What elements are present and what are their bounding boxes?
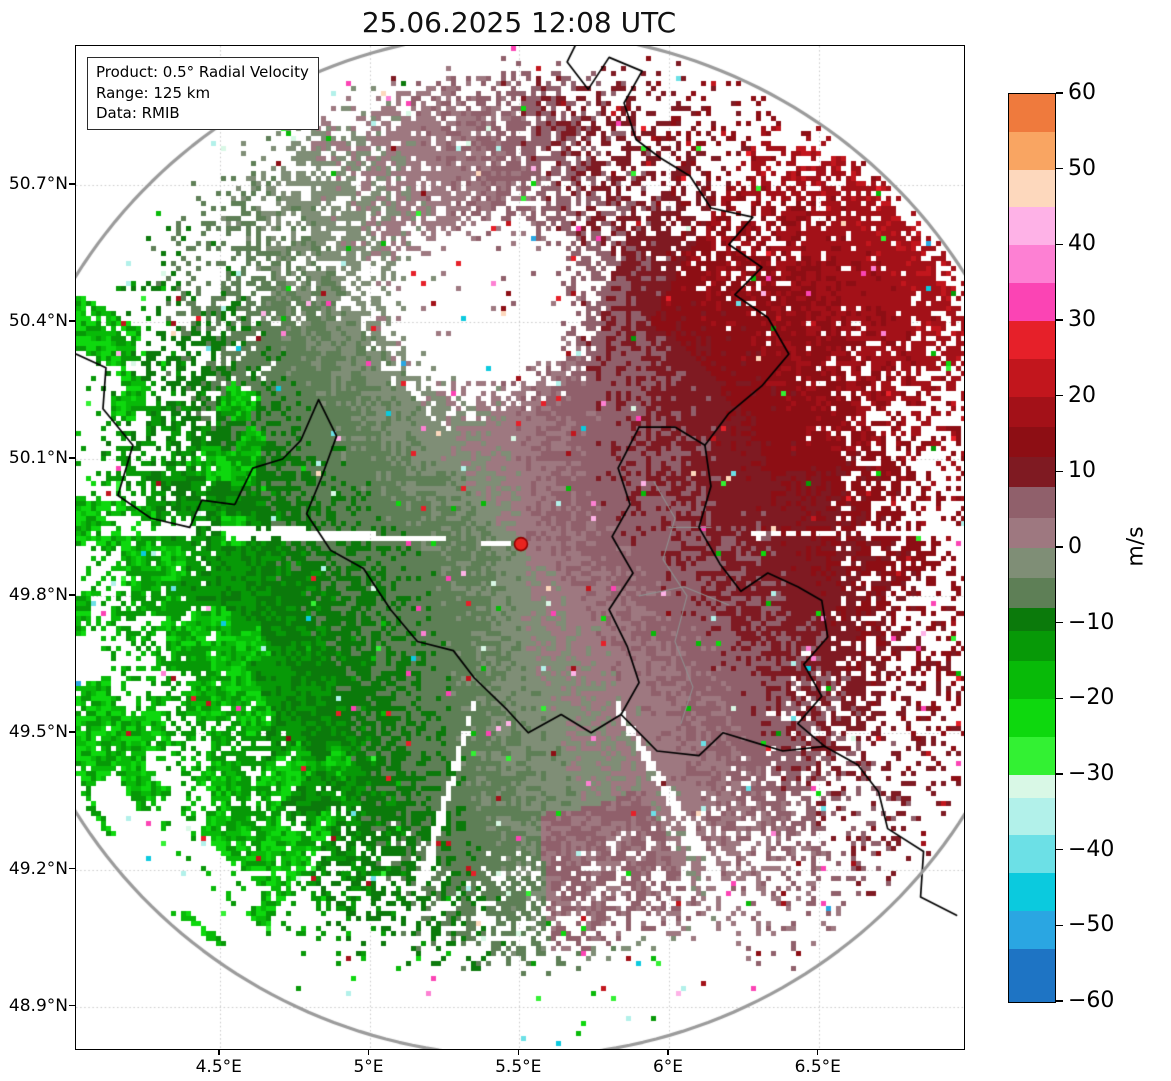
colorbar-tick-mark [1056,243,1063,246]
colorbar [1008,93,1056,1003]
colorbar-tick-label: 0 [1068,534,1082,559]
x-tick-mark [816,1049,819,1055]
x-tick-label: 4.5°E [195,1057,242,1077]
colorbar-segment [1009,283,1055,321]
x-tick-label: 5°E [353,1057,384,1077]
y-tick-mark [69,457,75,459]
colorbar-unit-label: m/s [1123,526,1149,567]
colorbar-segment [1009,426,1055,458]
colorbar-tick-mark [1056,848,1063,851]
colorbar-segment [1009,396,1055,427]
x-tick-mark [667,1049,669,1055]
colorbar-tick-mark [1056,773,1063,775]
colorbar-tick-mark [1056,92,1063,94]
colorbar-tick-mark [1056,546,1063,548]
colorbar-tick-label: −40 [1068,836,1115,862]
plot-area: Product: 0.5° Radial Velocity Range: 125… [75,45,965,1050]
colorbar-tick-mark [1056,924,1063,927]
info-range-line: Range: 125 km [96,83,211,102]
colorbar-segment [1009,737,1055,775]
colorbar-tick-label: −20 [1068,685,1115,711]
product-info-box: Product: 0.5° Radial Velocity Range: 125… [87,57,319,131]
colorbar-tick-label: −30 [1068,761,1115,786]
colorbar-tick-mark [1056,1000,1063,1002]
colorbar-segment [1009,487,1055,518]
colorbar-segment [1009,578,1055,609]
y-tick-label: 48.9°N [8,995,68,1016]
figure-title: 25.06.2025 12:08 UTC [361,6,677,39]
colorbar-tick-mark [1056,621,1063,624]
colorbar-segment [1009,911,1055,949]
colorbar-segment [1009,358,1055,397]
y-tick-mark [69,867,75,870]
colorbar-segment [1009,631,1055,662]
colorbar-tick-mark [1056,697,1063,700]
colorbar-gradient [1009,94,1055,1002]
x-tick-mark [218,1049,220,1055]
y-tick-label: 50.1°N [8,447,68,468]
colorbar-segment [1009,797,1055,836]
colorbar-segment [1009,207,1055,246]
colorbar-segment [1009,131,1055,170]
colorbar-segment [1009,835,1055,874]
colorbar-segment [1009,873,1055,912]
colorbar-tick-label: −50 [1068,912,1115,938]
radar-velocity-canvas [76,46,964,1049]
colorbar-segment [1009,94,1055,132]
y-tick-label: 49.2°N [8,858,68,879]
colorbar-segment [1009,948,1055,1002]
colorbar-segment [1009,608,1055,632]
y-tick-label: 49.5°N [8,721,68,742]
x-tick-label: 6°E [652,1057,684,1077]
colorbar-tick-label: 40 [1068,231,1096,257]
colorbar-segment [1009,661,1055,700]
colorbar-segment [1009,320,1055,359]
info-data-line: Data: RMIB [96,104,180,123]
colorbar-segment [1009,774,1055,798]
y-tick-label: 50.7°N [8,174,68,195]
colorbar-tick-mark [1056,167,1063,170]
colorbar-tick-mark [1056,470,1063,473]
x-tick-label: 5.5°E [495,1057,542,1077]
colorbar-tick-label: 20 [1068,382,1096,408]
colorbar-segment [1009,547,1055,579]
colorbar-tick-mark [1056,319,1063,321]
colorbar-tick-label: −10 [1068,609,1115,635]
colorbar-tick-mark [1056,394,1063,397]
x-tick-mark [517,1049,519,1055]
y-tick-mark [69,320,75,322]
colorbar-segment [1009,169,1055,208]
colorbar-segment [1009,699,1055,738]
colorbar-segment [1009,245,1055,284]
colorbar-tick-label: 50 [1068,155,1096,181]
colorbar-tick-label: −60 [1068,988,1115,1013]
colorbar-tick-label: 30 [1068,307,1096,332]
y-tick-mark [69,1004,75,1007]
info-product-line: Product: 0.5° Radial Velocity [96,63,309,81]
colorbar-tick-label: 60 [1068,80,1096,105]
colorbar-segment [1009,517,1055,548]
y-tick-mark [69,183,75,185]
y-tick-label: 49.8°N [8,584,68,605]
y-tick-mark [69,594,75,596]
y-tick-label: 50.4°N [8,311,68,332]
x-tick-mark [367,1049,370,1055]
x-tick-label: 6.5°E [794,1057,841,1077]
y-tick-mark [69,731,75,733]
colorbar-tick-label: 10 [1068,458,1096,484]
colorbar-segment [1009,457,1055,488]
